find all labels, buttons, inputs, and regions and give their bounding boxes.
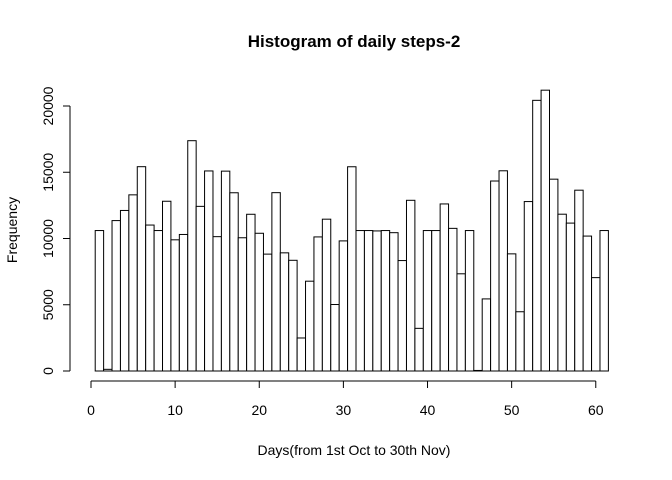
x-tick-label: 30 — [336, 402, 352, 418]
bar — [549, 178, 559, 372]
bar — [178, 233, 189, 372]
bar — [136, 166, 147, 372]
chart-title: Histogram of daily steps-2 — [248, 32, 461, 51]
bar — [506, 253, 517, 372]
bar — [321, 218, 332, 372]
bars-group — [94, 89, 609, 372]
y-tick-label: 10000 — [40, 219, 56, 258]
bar — [464, 230, 475, 372]
bar — [380, 230, 391, 372]
x-tick-label: 60 — [588, 402, 604, 418]
bar — [296, 337, 307, 372]
bar — [288, 259, 298, 372]
bar — [170, 239, 180, 372]
bar — [422, 230, 433, 372]
bar — [229, 192, 239, 372]
bar — [347, 166, 357, 372]
bar — [540, 89, 551, 372]
x-tick-label: 50 — [504, 402, 520, 418]
y-tick-label: 5000 — [40, 289, 56, 320]
bar — [532, 99, 542, 372]
bar — [397, 260, 407, 372]
bar — [279, 252, 290, 372]
bar — [313, 236, 323, 372]
bar — [262, 253, 273, 372]
bar — [128, 194, 138, 372]
bar — [599, 230, 609, 372]
bar — [490, 180, 500, 372]
bar — [103, 368, 113, 372]
y-axis-label: Frequency — [4, 197, 20, 263]
x-tick-label: 0 — [87, 402, 95, 418]
bar — [523, 201, 534, 372]
bar — [119, 209, 130, 372]
bar — [515, 311, 525, 372]
bar — [582, 235, 593, 372]
y-tick-label: 0 — [40, 367, 56, 375]
bar — [187, 140, 197, 372]
bar — [439, 203, 450, 372]
bar — [414, 327, 424, 372]
bar — [195, 205, 206, 372]
bar — [574, 189, 584, 372]
y-tick-label: 20000 — [40, 86, 56, 125]
bar — [246, 213, 256, 372]
x-axis: 0 10 20 30 40 50 60 — [87, 380, 604, 418]
bar — [145, 224, 155, 372]
bar — [448, 227, 458, 372]
bar — [565, 222, 576, 372]
bar — [220, 170, 231, 372]
y-tick-label: 15000 — [40, 153, 56, 192]
x-tick-label: 40 — [420, 402, 436, 418]
bar — [254, 232, 264, 372]
bar — [162, 200, 172, 372]
bar — [153, 230, 164, 372]
bar — [557, 213, 567, 372]
bar — [363, 230, 374, 372]
bar — [237, 237, 248, 372]
y-axis: 0 5000 10000 15000 20000 — [40, 86, 71, 375]
bar — [389, 232, 399, 372]
x-axis-label: Days(from 1st Oct to 30th Nov) — [258, 442, 451, 458]
bar — [94, 230, 105, 372]
bar — [305, 280, 315, 372]
bar — [405, 199, 416, 372]
bar — [212, 236, 222, 372]
bar — [498, 170, 508, 372]
x-tick-label: 10 — [167, 402, 183, 418]
bar — [271, 192, 281, 372]
x-tick-label: 20 — [251, 402, 267, 418]
bar — [338, 240, 349, 372]
bar — [355, 230, 365, 372]
bar — [473, 369, 483, 372]
bar — [456, 273, 466, 372]
bar — [330, 304, 340, 372]
bar — [591, 277, 601, 372]
bar — [481, 298, 492, 372]
bar — [372, 230, 382, 372]
bar — [111, 220, 121, 372]
bar — [204, 170, 214, 372]
bar — [431, 230, 441, 372]
